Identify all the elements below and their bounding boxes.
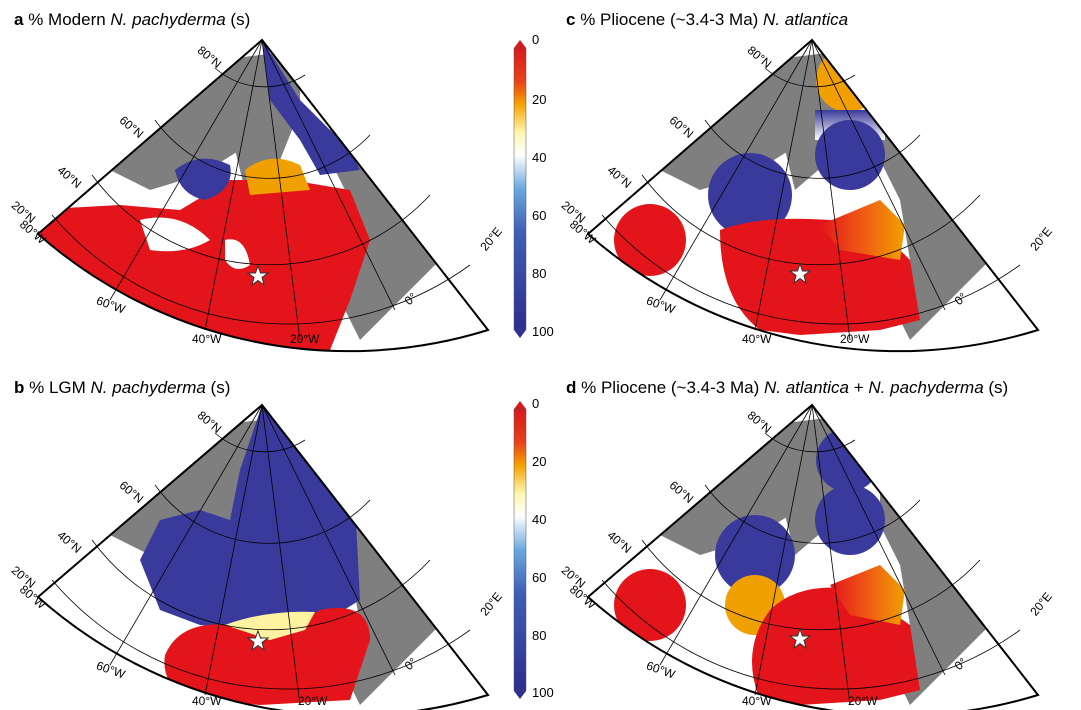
cbar-bottom-tick-40: 40: [532, 512, 547, 527]
lon-label-20w-a: 20°W: [290, 332, 320, 346]
data-blue-circle: [816, 428, 880, 492]
panel-title-d: d % Pliocene (~3.4-3 Ma) N. atlantica + …: [566, 378, 1009, 397]
site-star-icon: [788, 262, 812, 285]
lon-label-20w-b: 20°W: [298, 694, 328, 708]
lon-label-40w-a: 40°W: [192, 332, 222, 346]
panel-title-b: b % LGM N. pachyderma (s): [14, 378, 231, 397]
data-blue-circle-3: [715, 515, 795, 595]
data-red-circle: [614, 204, 686, 276]
cbar-top-tick-40: 40: [532, 150, 547, 165]
data-blue-patch: [175, 158, 231, 200]
cbar-bottom-tick-60: 60: [532, 570, 547, 585]
data-blue-circle-2: [815, 120, 885, 190]
panel-title-a: a % Modern N. pachyderma (s): [14, 10, 251, 29]
cbar-bottom-tick-20: 20: [532, 454, 547, 469]
cbar-bottom-tick-0: 0: [532, 396, 540, 411]
site-star-icon: [246, 264, 270, 287]
lon-label-20w-c: 20°W: [840, 332, 870, 346]
cbar-top-tick-0: 0: [532, 32, 540, 47]
lon-label-20w-d: 20°W: [848, 694, 878, 708]
data-orange-patch: [245, 158, 310, 195]
lon-label-40w-c: 40°W: [742, 332, 772, 346]
site-star-icon: [246, 629, 270, 652]
colorbar-bottom: [513, 401, 527, 699]
cbar-top-tick-60: 60: [532, 208, 547, 223]
colorbar-top: [513, 40, 527, 338]
cbar-bottom-tick-80: 80: [532, 628, 547, 643]
data-white-patch: [140, 217, 210, 252]
lon-label-40w-d: 40°W: [742, 694, 772, 708]
cbar-top-tick-20: 20: [532, 92, 547, 107]
data-white-band: [225, 611, 315, 640]
lon-label-40w-b: 40°W: [192, 694, 222, 708]
cbar-bottom-tick-100: 100: [532, 685, 554, 700]
data-blue-circle: [708, 153, 792, 237]
site-star-icon: [788, 627, 812, 650]
data-blue-circle-2: [815, 485, 885, 555]
cbar-top-tick-80: 80: [532, 266, 547, 281]
data-blue-arctic: [262, 40, 360, 175]
panel-title-c: c % Pliocene (~3.4-3 Ma) N. atlantica: [566, 10, 849, 29]
data-red-circle: [614, 569, 686, 641]
cbar-top-tick-100: 100: [532, 324, 554, 339]
